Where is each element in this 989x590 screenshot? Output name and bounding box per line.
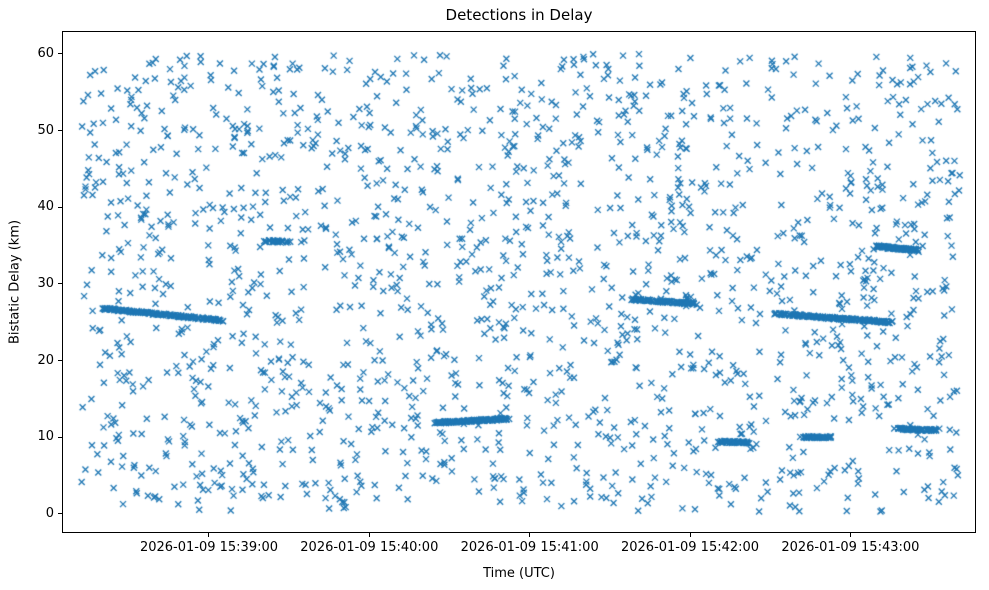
x-tick-mark: [849, 533, 851, 537]
y-tick-mark: [58, 360, 62, 362]
axes-frame: [62, 31, 976, 533]
x-tick-label: 2026-01-09 15:43:00: [781, 540, 920, 555]
y-tick-mark: [58, 513, 62, 515]
x-tick-label: 2026-01-09 15:41:00: [460, 540, 599, 555]
x-tick-mark: [529, 533, 531, 537]
y-tick-label: 60: [37, 45, 54, 61]
x-tick-mark: [208, 533, 210, 537]
x-axis-label: Time (UTC): [483, 566, 555, 581]
y-tick-label: 40: [37, 199, 54, 215]
chart-title: Detections in Delay: [445, 6, 593, 24]
y-tick-label: 20: [37, 352, 54, 368]
y-tick-label: 30: [37, 275, 54, 291]
x-tick-mark: [689, 533, 691, 537]
x-tick-label: 2026-01-09 15:40:00: [300, 540, 439, 555]
y-tick-mark: [58, 283, 62, 285]
y-tick-mark: [58, 436, 62, 438]
x-tick-label: 2026-01-09 15:39:00: [139, 540, 279, 555]
x-tick-mark: [368, 533, 370, 537]
y-tick-mark: [58, 53, 62, 55]
y-tick-label: 0: [45, 505, 54, 521]
y-tick-mark: [58, 206, 62, 208]
y-tick-label: 10: [37, 429, 54, 445]
y-tick-mark: [58, 130, 62, 132]
x-tick-label: 2026-01-09 15:42:00: [620, 540, 760, 555]
y-tick-label: 50: [37, 122, 54, 138]
